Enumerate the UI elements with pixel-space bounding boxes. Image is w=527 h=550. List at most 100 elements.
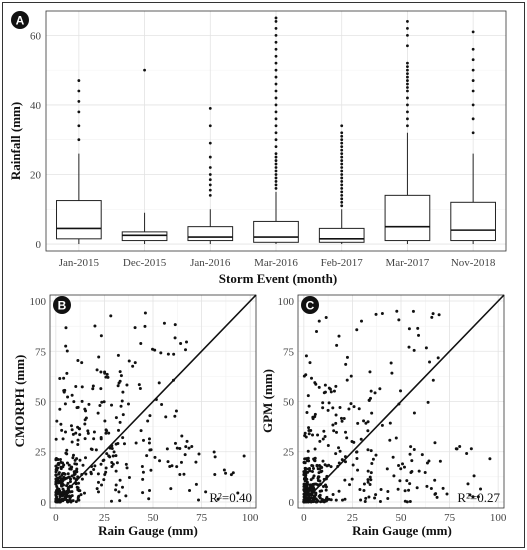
outlier-point [406, 103, 409, 107]
scatter-point [185, 439, 189, 443]
scatter-point [160, 402, 164, 406]
y-tick-label: 75 [35, 346, 47, 358]
scatter-point [345, 355, 349, 359]
scatter-point [338, 449, 342, 453]
scatter-point [335, 343, 339, 347]
scatter-point [441, 486, 445, 490]
scatter-point [343, 478, 347, 482]
scatter-point [71, 456, 75, 460]
scatter-point [77, 498, 81, 502]
scatter-point [83, 422, 87, 426]
outlier-point [274, 40, 278, 44]
scatter-point [337, 446, 341, 450]
outlier-point [340, 197, 344, 201]
outlier-point [406, 79, 409, 82]
scatter-point [109, 314, 113, 318]
scatter-point [115, 461, 119, 465]
scatter-point [183, 453, 187, 457]
scatter-point [315, 330, 319, 334]
scatter-point [358, 488, 362, 492]
scatter-point [66, 472, 70, 476]
outlier-point [340, 193, 344, 197]
scatter-point [179, 342, 183, 346]
outlier-point [340, 155, 344, 159]
plot-border [45, 10, 507, 252]
scatter-point [79, 493, 83, 497]
x-tick-label: 50 [148, 512, 160, 524]
scatter-point [303, 431, 307, 435]
outlier-point [471, 58, 475, 62]
scatter-point [394, 436, 398, 440]
outlier-point [340, 134, 344, 138]
scatter-point [374, 453, 378, 457]
scatter-point [173, 336, 177, 340]
scatter-point [55, 468, 59, 472]
scatter-point [380, 312, 384, 316]
scatter-point [349, 374, 353, 378]
outlier-point [274, 180, 278, 183]
scatter-point [364, 421, 368, 425]
scatter-point [322, 391, 326, 395]
scatter-point [127, 476, 131, 480]
y-tick-label: 75 [283, 346, 295, 358]
scatter-point [366, 478, 370, 482]
scatter-point [66, 481, 70, 485]
scatter-point [190, 444, 194, 448]
outlier-point [340, 180, 344, 183]
outlier-point [274, 138, 278, 142]
box [187, 226, 234, 242]
box [56, 200, 102, 240]
scatter-point [74, 431, 78, 435]
scatter-point [369, 471, 373, 475]
scatter-point [103, 371, 107, 375]
y-tick-label: 20 [30, 169, 42, 181]
y-tick-label: 40 [30, 100, 42, 112]
scatter-point [174, 409, 178, 413]
scatter-point [426, 400, 430, 404]
scatter-point [125, 383, 129, 387]
scatter-point [368, 370, 372, 374]
scatter-point [55, 490, 59, 494]
scatter-point [373, 391, 377, 395]
scatter-point [72, 476, 76, 480]
scatter-point [403, 489, 407, 493]
scatter-point [326, 408, 330, 412]
scatter-point [369, 449, 373, 453]
scatter-point [385, 467, 389, 471]
scatter-point [54, 474, 58, 478]
scatter-point [140, 464, 144, 468]
scatter-point [380, 423, 384, 427]
outlier-point [274, 110, 278, 114]
y-tick-label: 50 [283, 397, 295, 409]
box [253, 220, 299, 243]
outlier-point [471, 47, 475, 51]
plot-border [297, 294, 505, 509]
scatter-point [66, 494, 70, 498]
scatter-point [65, 371, 69, 375]
outlier-point [208, 173, 212, 176]
scatter-point [311, 466, 315, 470]
scatter-point [61, 498, 65, 502]
scatter-point [121, 413, 125, 417]
x-tick-label: 25 [347, 512, 359, 524]
scatter-point [146, 419, 150, 423]
scatter-point [356, 421, 360, 425]
outlier-point [274, 82, 278, 86]
y-tick-label: 100 [30, 296, 47, 308]
scatter-point [438, 459, 442, 463]
scatter-point [412, 448, 416, 452]
scatter-point [334, 384, 338, 388]
scatter-point [78, 458, 82, 462]
scatter-point [412, 348, 416, 352]
scatter-point [166, 352, 170, 356]
scatter-point [386, 489, 390, 493]
outlier-point [208, 183, 212, 187]
x-tick-label: 100 [490, 512, 507, 524]
scatter-point [110, 465, 114, 469]
scatter-point [57, 471, 61, 475]
outlier-point [274, 186, 278, 190]
scatter-point [314, 497, 318, 501]
scatter-point [395, 309, 399, 313]
outlier-point [406, 96, 409, 100]
scatter-point [99, 436, 103, 440]
